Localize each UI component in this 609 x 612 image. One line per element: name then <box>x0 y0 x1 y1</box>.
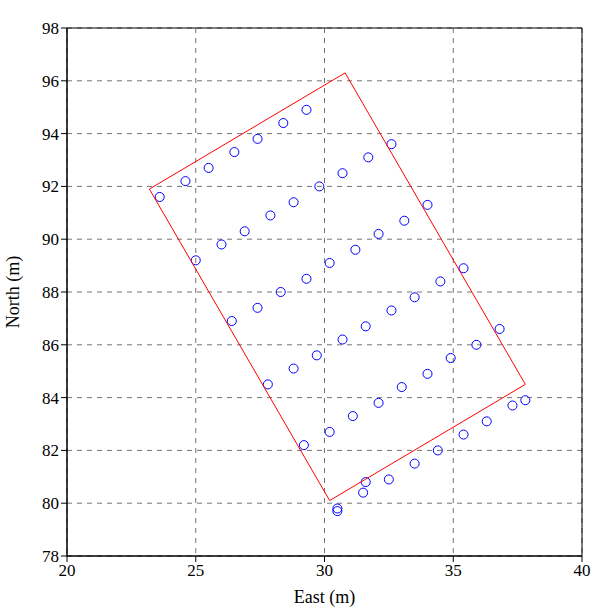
svg-text:86: 86 <box>42 336 59 355</box>
svg-text:20: 20 <box>59 561 76 580</box>
svg-text:90: 90 <box>42 230 59 249</box>
svg-text:35: 35 <box>445 561 462 580</box>
svg-text:25: 25 <box>187 561 204 580</box>
svg-text:94: 94 <box>42 125 60 144</box>
svg-text:82: 82 <box>42 441 59 460</box>
svg-text:92: 92 <box>42 177 59 196</box>
svg-text:96: 96 <box>42 72 59 91</box>
svg-text:North (m): North (m) <box>3 256 24 328</box>
svg-text:88: 88 <box>42 283 59 302</box>
svg-text:78: 78 <box>42 547 59 566</box>
svg-text:80: 80 <box>42 494 59 513</box>
svg-text:40: 40 <box>574 561 591 580</box>
svg-text:East (m): East (m) <box>294 587 355 608</box>
svg-text:98: 98 <box>42 19 59 38</box>
svg-text:84: 84 <box>42 389 60 408</box>
svg-text:30: 30 <box>316 561 333 580</box>
